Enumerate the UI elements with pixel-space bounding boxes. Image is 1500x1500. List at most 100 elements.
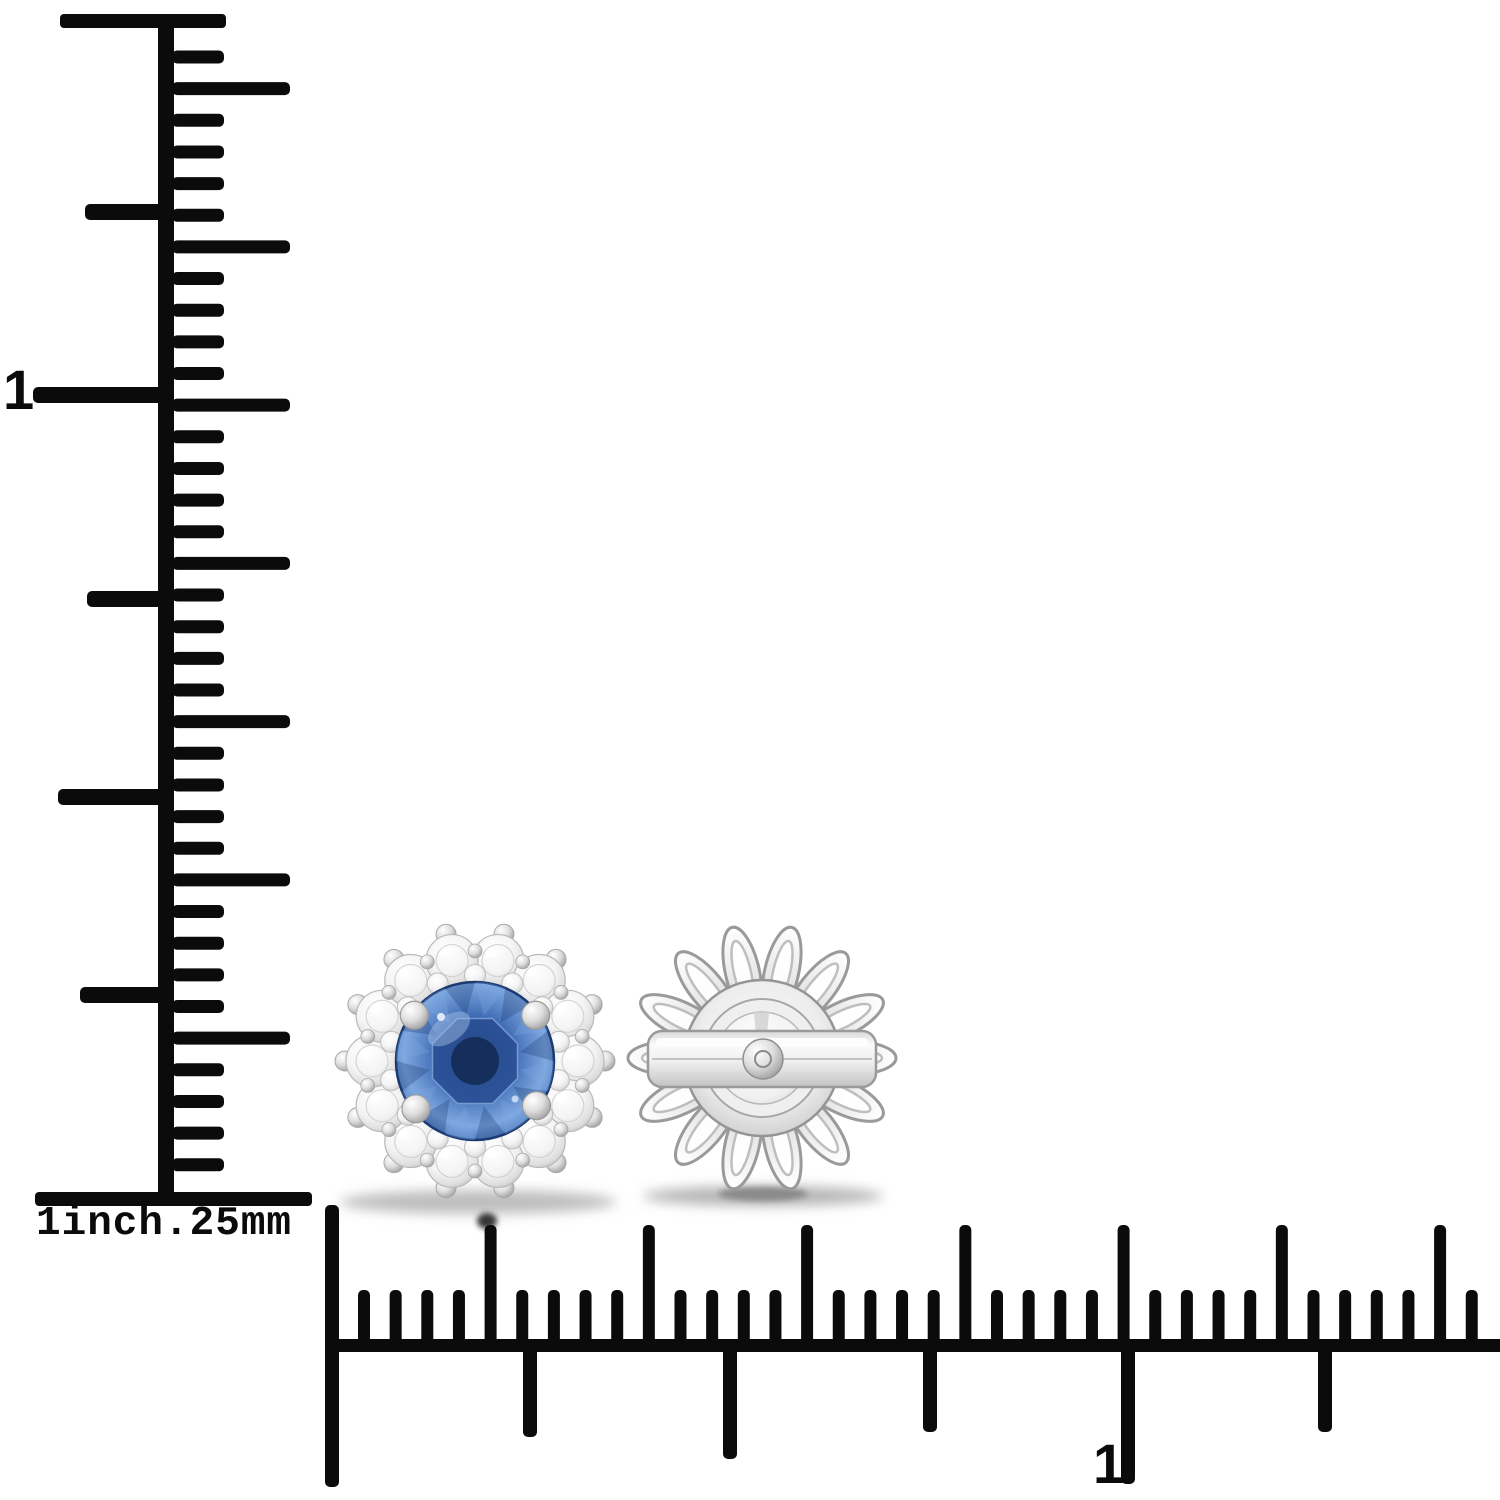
mm-tick — [172, 240, 290, 254]
halo-bead-small — [381, 1122, 397, 1137]
mm-tick — [172, 208, 224, 222]
horizontal-ruler — [325, 1205, 1500, 1487]
vertical-ruler — [33, 14, 312, 1206]
mm-tick — [991, 1290, 1003, 1352]
halo-bead-small — [515, 1152, 531, 1168]
mm-tick — [579, 1290, 592, 1352]
mm-tick — [172, 905, 224, 919]
mm-tick — [864, 1290, 877, 1352]
mm-tick — [1339, 1290, 1352, 1352]
quarter-inch-tick — [80, 987, 174, 1003]
mm-tick — [172, 303, 224, 317]
mm-tick — [172, 1158, 224, 1172]
mm-tick — [172, 651, 224, 665]
mm-tick — [172, 620, 224, 634]
mm-tick — [1022, 1290, 1035, 1352]
mm-tick — [737, 1290, 750, 1352]
mm-tick — [706, 1290, 719, 1352]
mm-tick — [172, 1031, 290, 1045]
quarter-inch-tick — [1121, 1339, 1135, 1484]
mm-tick — [1149, 1290, 1162, 1352]
mm-tick — [358, 1290, 370, 1352]
mm-tick — [769, 1290, 782, 1352]
mm-tick — [172, 113, 224, 127]
vertical-ruler-inch-label: 1 — [3, 358, 35, 421]
quarter-inch-tick — [723, 1339, 737, 1459]
halo-bead-small — [467, 943, 483, 959]
sapphire-stone — [394, 980, 556, 1142]
quarter-inch-tick — [85, 204, 174, 220]
friction-back-bar — [646, 1029, 878, 1089]
earring-back — [626, 925, 898, 1191]
mm-tick — [516, 1290, 529, 1352]
mm-tick — [611, 1290, 624, 1352]
mm-tick — [172, 936, 224, 950]
halo-bead-small — [360, 1029, 376, 1044]
halo-bead-small — [467, 1163, 483, 1179]
mm-tick — [1244, 1290, 1257, 1352]
mm-tick — [172, 430, 224, 444]
mm-tick — [172, 715, 290, 729]
quarter-inch-tick — [87, 591, 174, 607]
mm-tick — [172, 1000, 224, 1013]
mm-tick — [172, 145, 224, 159]
mm-tick — [1370, 1290, 1383, 1352]
mm-tick — [1085, 1290, 1098, 1352]
mm-tick — [172, 810, 224, 824]
quarter-inch-tick — [33, 387, 174, 403]
mm-tick — [927, 1290, 940, 1352]
drop-shadows — [340, 1186, 883, 1229]
quarter-inch-tick — [923, 1339, 937, 1432]
prong — [399, 1000, 429, 1030]
mm-tick — [172, 778, 224, 792]
mm-tick — [1307, 1290, 1320, 1352]
earring-front — [334, 923, 616, 1199]
mm-tick — [1054, 1290, 1067, 1352]
halo-bead-small — [515, 954, 531, 970]
mm-tick — [172, 1094, 224, 1108]
mm-tick — [1212, 1290, 1225, 1352]
horizontal-ruler-inch-label: 1 — [1093, 1432, 1125, 1495]
mm-tick — [172, 968, 224, 982]
mm-tick — [801, 1225, 814, 1352]
mm-tick — [1402, 1290, 1415, 1352]
mm-tick — [172, 50, 224, 64]
halo-bead-small — [574, 1078, 590, 1093]
mm-tick — [1465, 1290, 1478, 1352]
mm-tick — [1275, 1225, 1288, 1352]
mm-tick — [172, 588, 224, 602]
mm-tick — [172, 493, 224, 507]
mm-tick — [172, 461, 224, 475]
mm-tick — [547, 1290, 560, 1352]
prong — [521, 1000, 551, 1030]
mm-tick — [172, 556, 290, 570]
mm-tick — [172, 1063, 224, 1077]
mm-tick — [172, 873, 290, 887]
prong — [401, 1094, 431, 1124]
mm-tick — [172, 367, 224, 380]
mm-tick — [421, 1290, 434, 1352]
mm-tick — [1434, 1225, 1447, 1352]
mm-tick — [389, 1290, 402, 1352]
mm-tick — [172, 525, 224, 539]
quarter-inch-tick — [58, 789, 174, 805]
mm-tick — [172, 398, 290, 412]
halo-bead-small — [553, 1122, 569, 1137]
quarter-inch-tick — [523, 1339, 537, 1437]
halo-bead-small — [360, 1078, 376, 1093]
mm-tick — [172, 272, 224, 286]
mm-tick — [452, 1290, 465, 1352]
mm-tick — [959, 1225, 972, 1352]
mm-tick — [674, 1290, 687, 1352]
prong — [521, 1091, 552, 1121]
halo-bead-small — [419, 1152, 435, 1168]
mm-tick — [172, 746, 224, 760]
mm-tick — [1117, 1225, 1130, 1352]
mm-tick — [172, 335, 224, 349]
mm-tick — [172, 841, 224, 855]
scale-note-label: 1inch.25mm — [36, 1201, 293, 1247]
quarter-inch-tick — [1318, 1339, 1332, 1432]
mm-tick — [642, 1225, 655, 1352]
